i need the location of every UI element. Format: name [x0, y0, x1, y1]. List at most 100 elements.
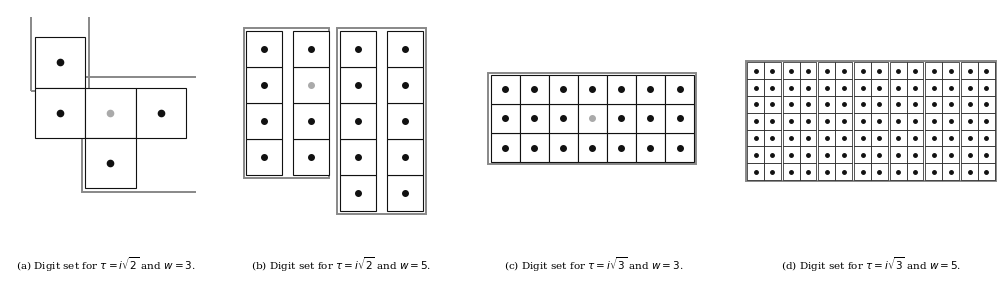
- Bar: [798, 96, 815, 113]
- Bar: [386, 103, 422, 139]
- Bar: [960, 96, 977, 113]
- Bar: [960, 62, 977, 79]
- Bar: [817, 96, 834, 113]
- Bar: [942, 163, 958, 180]
- Bar: [746, 130, 763, 146]
- Bar: [246, 31, 282, 67]
- Bar: [31, 0, 88, 91]
- Bar: [606, 75, 635, 104]
- Bar: [906, 79, 923, 96]
- Bar: [942, 113, 958, 130]
- Bar: [925, 96, 942, 113]
- Bar: [340, 67, 375, 103]
- Bar: [906, 62, 923, 79]
- Bar: [854, 96, 871, 113]
- Bar: [854, 62, 871, 79]
- Bar: [977, 130, 994, 146]
- Bar: [746, 96, 763, 113]
- Bar: [977, 113, 994, 130]
- Bar: [854, 113, 871, 130]
- Bar: [578, 75, 606, 104]
- Bar: [746, 62, 763, 79]
- Bar: [854, 79, 871, 96]
- Bar: [340, 103, 375, 139]
- Bar: [889, 79, 906, 96]
- Bar: [871, 113, 887, 130]
- Bar: [490, 104, 520, 133]
- Bar: [664, 133, 693, 162]
- Bar: [635, 133, 664, 162]
- Bar: [782, 62, 798, 79]
- Bar: [942, 79, 958, 96]
- Bar: [763, 146, 780, 163]
- Bar: [386, 31, 422, 67]
- Bar: [834, 146, 852, 163]
- Bar: [925, 62, 942, 79]
- Bar: [85, 138, 135, 188]
- Bar: [798, 146, 815, 163]
- Bar: [834, 130, 852, 146]
- Bar: [871, 130, 887, 146]
- Bar: [889, 113, 906, 130]
- Bar: [906, 113, 923, 130]
- Bar: [834, 79, 852, 96]
- Bar: [906, 130, 923, 146]
- Bar: [606, 133, 635, 162]
- Bar: [340, 31, 375, 67]
- Bar: [871, 79, 887, 96]
- Bar: [386, 139, 422, 175]
- Bar: [246, 103, 282, 139]
- Bar: [293, 31, 329, 67]
- Bar: [834, 96, 852, 113]
- Bar: [889, 130, 906, 146]
- Bar: [942, 96, 958, 113]
- Bar: [763, 113, 780, 130]
- Bar: [35, 37, 85, 88]
- Bar: [386, 67, 422, 103]
- Bar: [906, 146, 923, 163]
- Bar: [135, 88, 186, 138]
- Bar: [942, 146, 958, 163]
- Bar: [817, 130, 834, 146]
- Bar: [520, 104, 549, 133]
- Bar: [606, 104, 635, 133]
- Bar: [977, 96, 994, 113]
- Bar: [889, 96, 906, 113]
- Bar: [960, 113, 977, 130]
- Bar: [337, 28, 425, 214]
- Bar: [578, 133, 606, 162]
- Bar: [906, 96, 923, 113]
- Bar: [763, 62, 780, 79]
- Bar: [782, 96, 798, 113]
- Bar: [854, 130, 871, 146]
- Bar: [244, 28, 329, 178]
- Bar: [960, 163, 977, 180]
- Bar: [782, 113, 798, 130]
- Bar: [340, 175, 375, 211]
- Text: (a) Digit set for $\tau = i\sqrt{2}$ and $w = 3$.: (a) Digit set for $\tau = i\sqrt{2}$ and…: [16, 255, 195, 274]
- Bar: [817, 62, 834, 79]
- Bar: [340, 139, 375, 175]
- Bar: [763, 79, 780, 96]
- Bar: [977, 79, 994, 96]
- Bar: [834, 62, 852, 79]
- Bar: [293, 103, 329, 139]
- Bar: [35, 88, 85, 138]
- Bar: [81, 77, 197, 192]
- Bar: [549, 133, 578, 162]
- Text: (d) Digit set for $\tau = i\sqrt{3}$ and $w = 5$.: (d) Digit set for $\tau = i\sqrt{3}$ and…: [780, 255, 961, 274]
- Bar: [763, 163, 780, 180]
- Bar: [246, 67, 282, 103]
- Bar: [549, 75, 578, 104]
- Bar: [925, 130, 942, 146]
- Bar: [817, 79, 834, 96]
- Bar: [386, 175, 422, 211]
- Bar: [977, 146, 994, 163]
- Bar: [798, 130, 815, 146]
- Bar: [854, 146, 871, 163]
- Bar: [746, 113, 763, 130]
- Bar: [85, 88, 135, 138]
- Bar: [925, 79, 942, 96]
- Bar: [871, 62, 887, 79]
- Text: (b) Digit set for $\tau = i\sqrt{2}$ and $w = 5$.: (b) Digit set for $\tau = i\sqrt{2}$ and…: [251, 255, 431, 274]
